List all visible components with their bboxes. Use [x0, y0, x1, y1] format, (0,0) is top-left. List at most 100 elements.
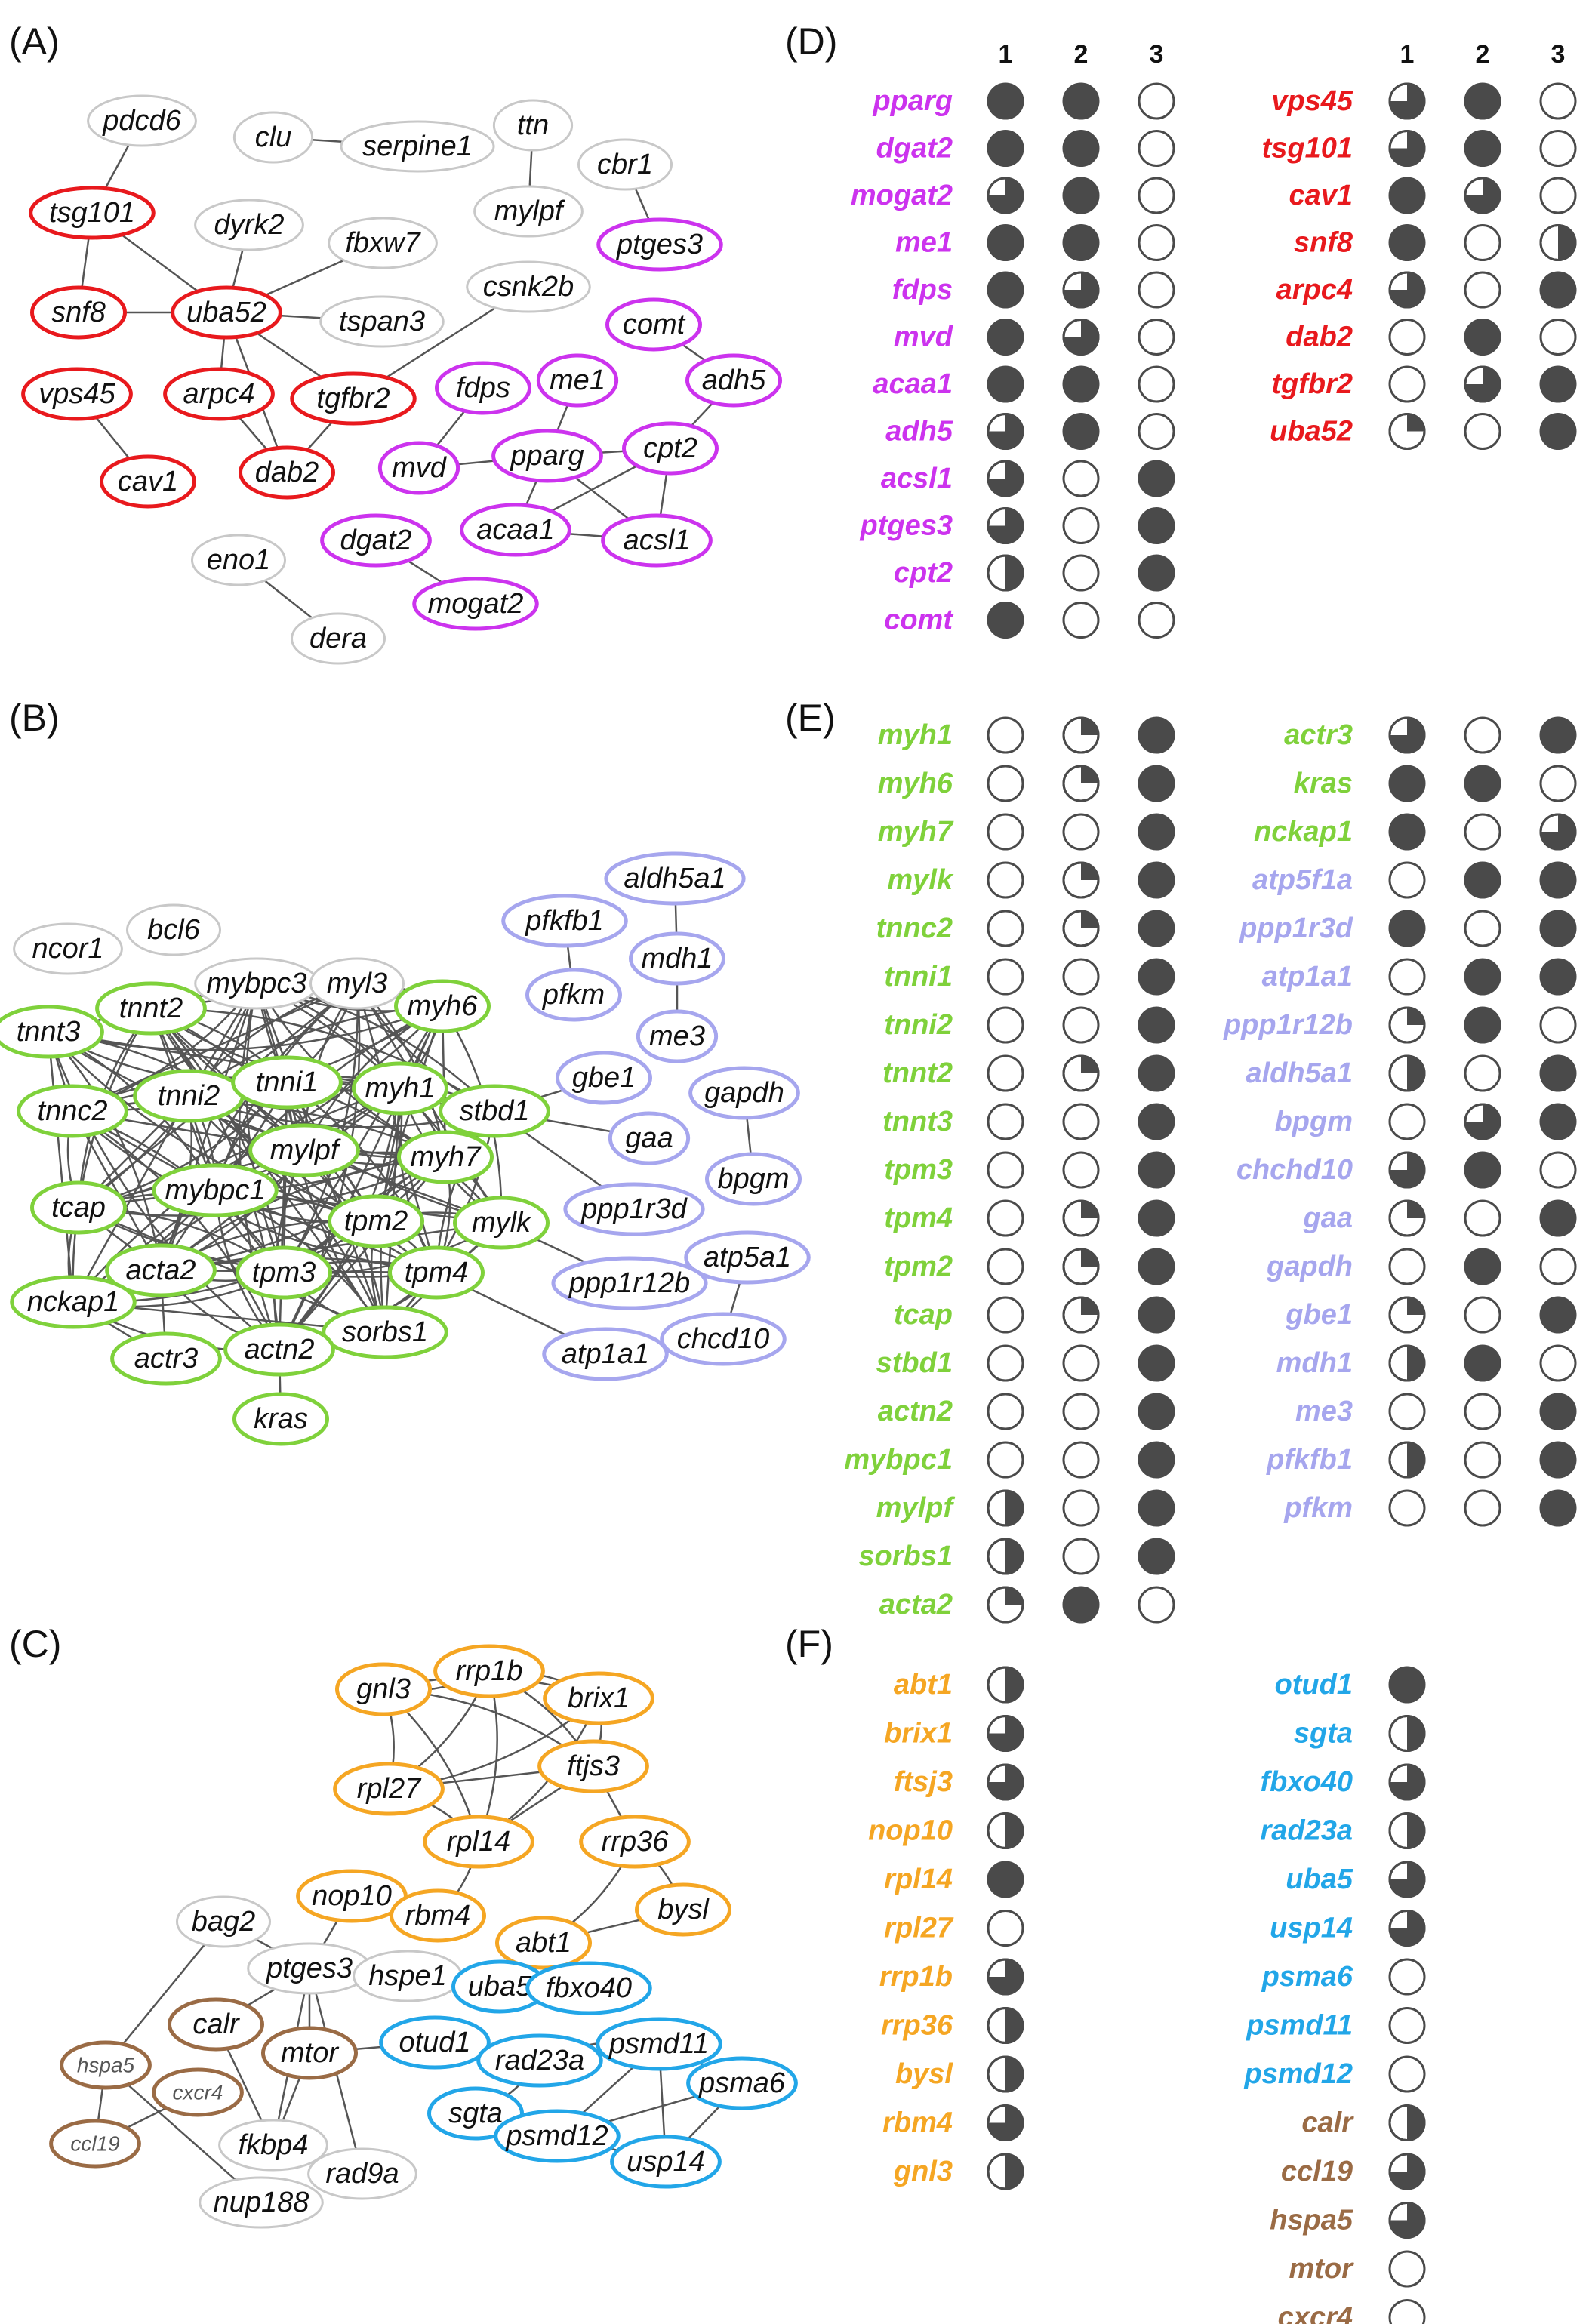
level-tnnt2-2 — [1062, 1054, 1100, 1092]
table-row-acaa1: acaa1 — [873, 365, 1175, 403]
level-adh5-1 — [987, 413, 1024, 450]
edge-bag2-hspa5 — [105, 1921, 224, 2066]
level-me1-1 — [987, 224, 1024, 261]
table-row-adh5: adh5 — [885, 413, 1175, 450]
table-headers: 1 2 3 1 2 3 — [999, 40, 1566, 69]
node-cxcr4: cxcr4 — [152, 2067, 244, 2117]
node-aldh5a1: aldh5a1 — [604, 851, 746, 906]
level-mdh1-3 — [1539, 1344, 1577, 1382]
gene-label-nckap1: nckap1 — [1254, 816, 1353, 848]
node-label-mtor: mtor — [281, 2037, 339, 2069]
nodes-a: pdcd6 clu serpine1 ttn cbr1 tsg101 dyrk2 fbxw7 m… — [21, 94, 783, 665]
level-comt-3 — [1138, 602, 1175, 639]
node-label-dyrk2: dyrk2 — [214, 209, 285, 241]
node-label-ptges3: ptges3 — [266, 1953, 353, 1984]
node-label-ppp1r12b: ppp1r12b — [568, 1267, 691, 1299]
node-label-ftjs3: ftjs3 — [567, 1750, 620, 1782]
level-acta2-3 — [1138, 1586, 1175, 1624]
level-gbe1-2 — [1464, 1296, 1501, 1334]
gene-label-ptges3: ptges3 — [860, 510, 953, 542]
node-arpc4: arpc4 — [163, 367, 275, 421]
node-gbe1: gbe1 — [555, 1051, 653, 1105]
edge-actn2-myl3 — [278, 983, 361, 1350]
node-mylpf: mylpf — [473, 185, 584, 238]
level-ptges3-3 — [1138, 507, 1175, 544]
node-ellipse-atp5a1 — [684, 1230, 811, 1285]
node-ellipse-ftjs3 — [537, 1739, 649, 1793]
node-label-myh6: myh6 — [408, 990, 479, 1022]
node-label-csnk2b: csnk2b — [483, 271, 574, 303]
level-pfkfb1-1 — [1388, 1441, 1426, 1479]
level-tnni1-3 — [1138, 958, 1175, 996]
table-row-tgfbr2: tgfbr2 — [1271, 365, 1577, 403]
node-label-nup188: nup188 — [214, 2187, 309, 2218]
level-actr3-1 — [1388, 716, 1426, 754]
level-acaa1-3 — [1138, 365, 1175, 403]
level-kras-1 — [1388, 765, 1426, 802]
node-brix1: brix1 — [543, 1671, 654, 1725]
gene-label-mtor: mtor — [1289, 2253, 1355, 2285]
level-dab2-1 — [1388, 319, 1426, 356]
node-tnnt3: tnnt3 — [0, 1005, 104, 1059]
gene-label-tpm4: tpm4 — [884, 1202, 953, 1234]
level-mogat2-3 — [1138, 177, 1175, 214]
table-row-vps45: vps45 — [1271, 82, 1577, 120]
level-fbxo40-1 — [1388, 1763, 1426, 1801]
gene-label-sgta: sgta — [1294, 1718, 1353, 1750]
table-row-rpl27: rpl27 — [884, 1910, 1024, 1947]
node-acta2: acta2 — [105, 1243, 217, 1297]
level-gapdh-2 — [1464, 1248, 1501, 1285]
node-tpm4: tpm4 — [387, 1245, 485, 1300]
node-ellipse-cxcr4 — [152, 2067, 244, 2117]
node-ellipse-ppp1r3d — [563, 1182, 705, 1236]
node-label-atp5a1: atp5a1 — [704, 1242, 791, 1273]
node-label-tnni2: tnni2 — [158, 1080, 220, 1112]
level-pfkm-1 — [1388, 1489, 1426, 1527]
node-ellipse-ptges3 — [596, 217, 723, 272]
gene-label-vps45: vps45 — [1271, 85, 1353, 117]
node-tnnc2: tnnc2 — [17, 1084, 128, 1138]
table-row-tnnt2: tnnt2 — [882, 1054, 1175, 1092]
table-row-atp1a1: atp1a1 — [1262, 958, 1577, 996]
table-d-right: vps45 tsg101 cav1 snf8 arpc4 dab2 tgfbr2 uba52 — [1262, 82, 1577, 450]
level-chchd10-3 — [1539, 1151, 1577, 1189]
gene-label-acsl1: acsl1 — [881, 463, 953, 494]
table-row-bpgm: bpgm — [1275, 1103, 1577, 1140]
table-row-me1: me1 — [895, 224, 1175, 261]
node-ellipse-gbe1 — [555, 1051, 653, 1105]
gene-label-bysl: bysl — [895, 2058, 953, 2090]
level-stbd1-3 — [1138, 1344, 1175, 1382]
gene-label-kras: kras — [1294, 768, 1353, 799]
node-ptges3: ptges3 — [247, 1942, 372, 1995]
table-row-atp5f1a: atp5f1a — [1252, 861, 1577, 899]
level-tcap-1 — [987, 1296, 1024, 1334]
gene-label-comt: comt — [884, 605, 953, 636]
panel-letter-b: (B) — [9, 697, 60, 739]
node-label-aldh5a1: aldh5a1 — [624, 863, 725, 894]
level-comt-1 — [987, 602, 1024, 639]
node-pparg: pparg — [491, 429, 603, 483]
level-rad23a-1 — [1388, 1812, 1426, 1849]
node-ellipse-calr — [167, 1997, 265, 2052]
node-cpt2: cpt2 — [621, 421, 719, 476]
edge-myh1-acta2 — [160, 1088, 401, 1271]
gene-label-psmd11: psmd11 — [1246, 2010, 1353, 2042]
level-gaa-1 — [1388, 1199, 1426, 1237]
level-nckap1-2 — [1464, 813, 1501, 851]
table-f-left: abt1 brix1 ftsj3 nop10 rpl14 rpl27 rrp1b rrp36 b… — [868, 1666, 1024, 2190]
table-row-me3: me3 — [1295, 1393, 1577, 1430]
node-ellipse-hspa5 — [60, 2040, 152, 2090]
table-row-psmd11: psmd11 — [1246, 2007, 1426, 2044]
level-tgfbr2-1 — [1388, 365, 1426, 403]
node-label-eno1: eno1 — [207, 544, 271, 576]
level-tsg101-3 — [1539, 130, 1577, 167]
node-label-tnni1: tnni1 — [256, 1067, 318, 1098]
node-label-chcd10: chcd10 — [677, 1323, 770, 1355]
gene-label-mylpf: mylpf — [876, 1492, 956, 1524]
level-ppp1r3d-3 — [1539, 910, 1577, 947]
level-gapdh-1 — [1388, 1248, 1426, 1285]
level-atp5f1a-2 — [1464, 861, 1501, 899]
node-ellipse-dgat2 — [320, 513, 432, 568]
gene-label-dgat2: dgat2 — [876, 133, 953, 165]
level-psmd11-1 — [1388, 2007, 1426, 2044]
